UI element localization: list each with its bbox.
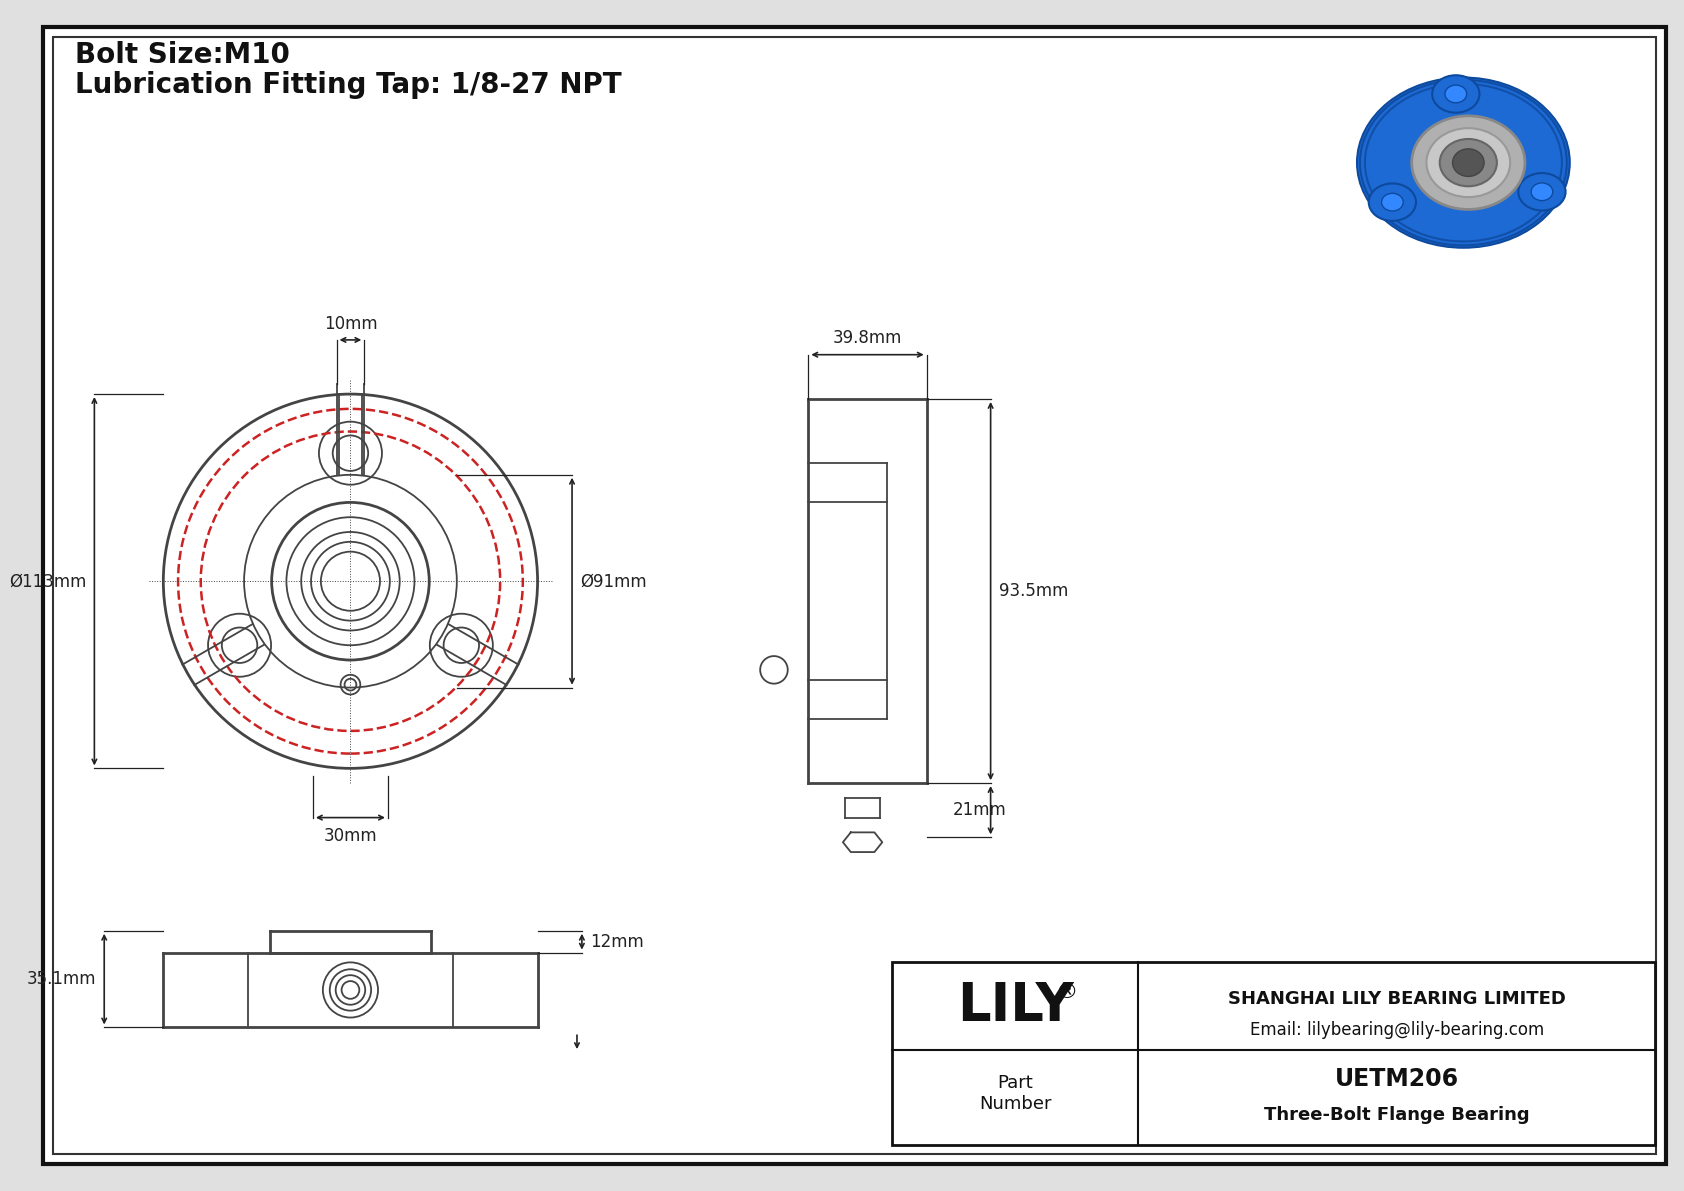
Text: 10mm: 10mm [323,316,377,333]
Text: Part
Number: Part Number [978,1074,1051,1112]
Text: LILY: LILY [957,980,1074,1033]
Text: 12mm: 12mm [589,933,643,950]
Text: Email: lilybearing@lily-bearing.com: Email: lilybearing@lily-bearing.com [1250,1021,1544,1039]
Ellipse shape [1440,139,1497,186]
Ellipse shape [1381,193,1403,211]
Ellipse shape [1411,116,1526,210]
Ellipse shape [1369,183,1416,220]
Ellipse shape [1445,85,1467,102]
Ellipse shape [1357,77,1569,248]
Text: 21mm: 21mm [953,802,1007,819]
Text: Lubrication Fitting Tap: 1/8-27 NPT: Lubrication Fitting Tap: 1/8-27 NPT [74,71,621,99]
Text: Bolt Size:M10: Bolt Size:M10 [74,42,290,69]
Text: ®: ® [1056,981,1079,1002]
Text: 30mm: 30mm [323,828,377,846]
Text: 93.5mm: 93.5mm [999,582,1068,600]
Ellipse shape [1531,183,1553,200]
Ellipse shape [1519,173,1566,211]
Ellipse shape [1426,129,1511,197]
Ellipse shape [1431,75,1480,113]
Bar [893,962,1655,1145]
Ellipse shape [1361,80,1566,245]
Text: Ø91mm: Ø91mm [579,572,647,591]
Text: SHANGHAI LILY BEARING LIMITED: SHANGHAI LILY BEARING LIMITED [1228,990,1566,1008]
Ellipse shape [1453,149,1484,176]
Text: Three-Bolt Flange Bearing: Three-Bolt Flange Bearing [1265,1106,1529,1124]
Text: Ø113mm: Ø113mm [8,572,86,591]
Text: 35.1mm: 35.1mm [27,971,96,989]
Text: 39.8mm: 39.8mm [834,329,903,347]
Text: UETM206: UETM206 [1335,1067,1458,1091]
Ellipse shape [1366,83,1561,242]
